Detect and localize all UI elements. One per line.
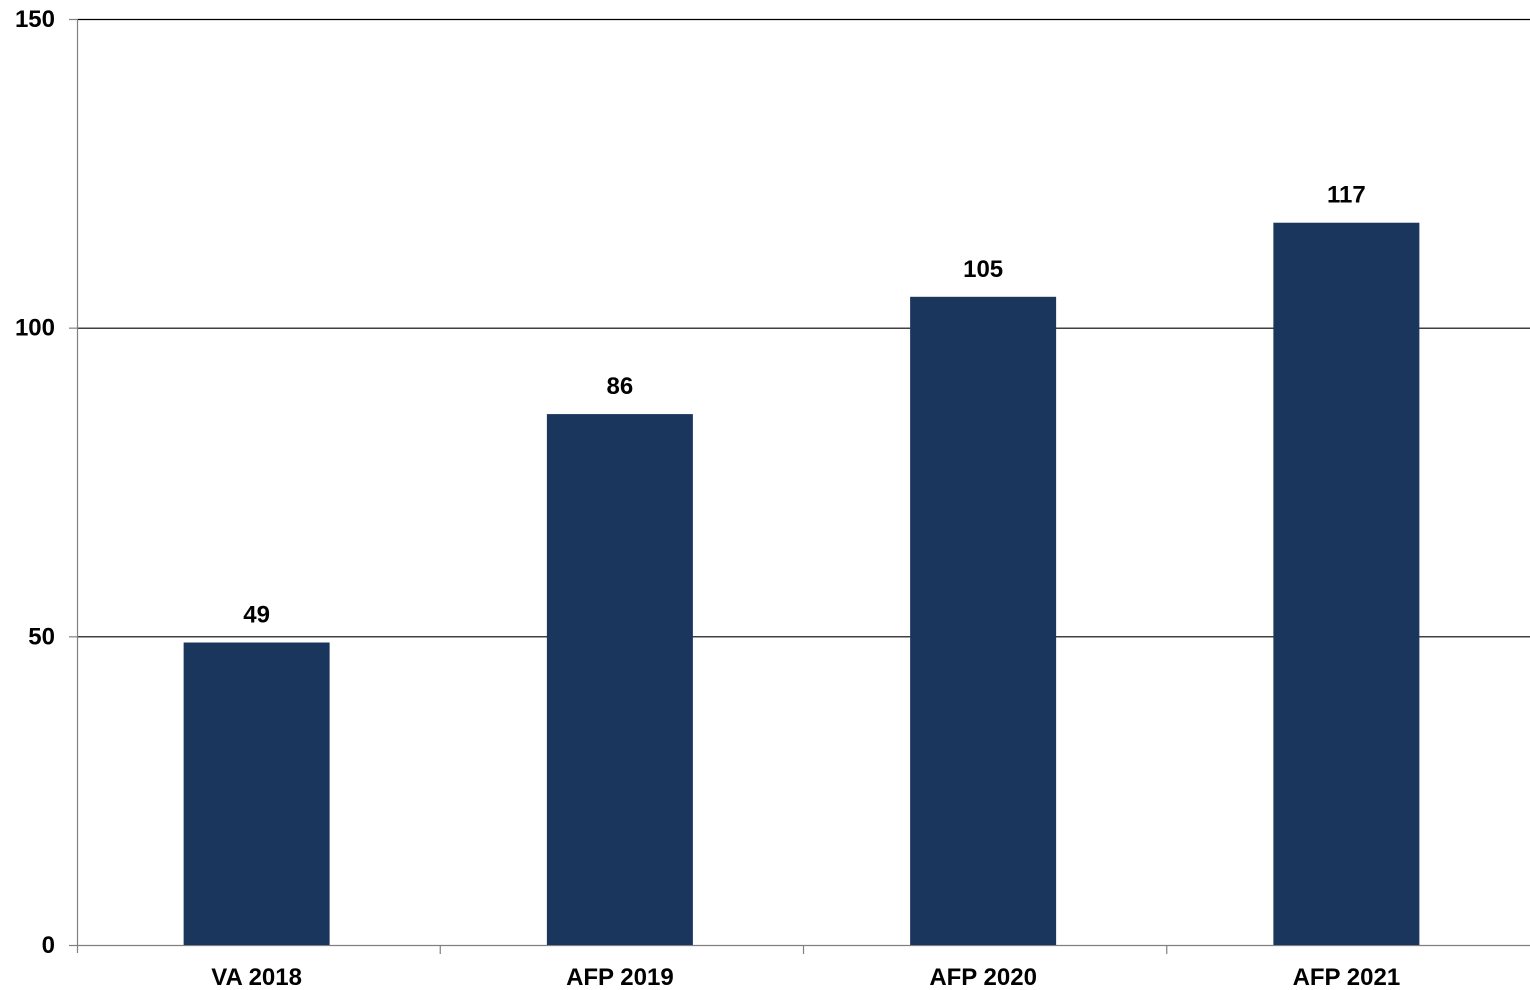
y-tick-label: 50 [28,623,55,650]
y-tick-label: 150 [15,6,55,33]
x-tick-label: VA 2018 [211,964,302,990]
data-label: 49 [243,602,270,629]
bars [183,222,1420,946]
x-tick-label: AFP 2021 [1293,964,1401,990]
bar [183,642,330,945]
bar [546,414,693,945]
x-tick-label: AFP 2020 [929,964,1037,990]
axes [69,18,1530,954]
y-tick-label: 0 [42,932,55,959]
labels: 0 50 100 150 49 VA 2018 86 AFP 2019 105 AFP 2020 1… [15,6,1400,990]
data-label: 86 [607,373,634,400]
bar [1273,222,1420,946]
bar [910,296,1057,945]
data-label: 117 [1327,182,1366,209]
x-tick-label: AFP 2019 [566,964,674,990]
y-tick-label: 100 [15,315,55,342]
data-label: 105 [963,256,1003,283]
